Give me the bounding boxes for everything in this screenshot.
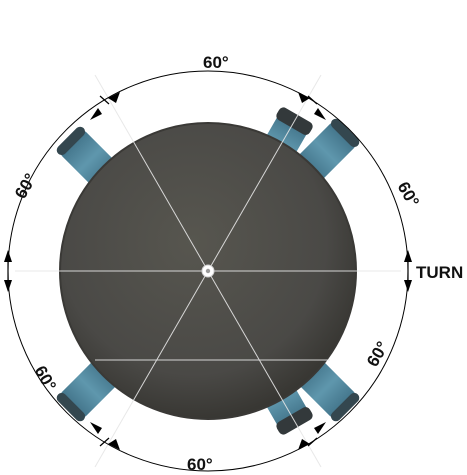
- arc-ticks: [7, 95, 409, 447]
- dimension-arrow-icon: [4, 92, 412, 450]
- angle-label-bottom: 60°: [187, 455, 213, 474]
- angle-label-top: 60°: [203, 53, 229, 72]
- turn-label: TURN: [416, 263, 463, 282]
- angle-label-upper-right: 60°: [394, 179, 423, 211]
- center-pivot-icon: [201, 264, 215, 278]
- angle-label-lower-left: 60°: [31, 363, 60, 395]
- angle-label-lower-right: 60°: [363, 338, 392, 370]
- angle-label-upper-left: 60°: [11, 170, 40, 202]
